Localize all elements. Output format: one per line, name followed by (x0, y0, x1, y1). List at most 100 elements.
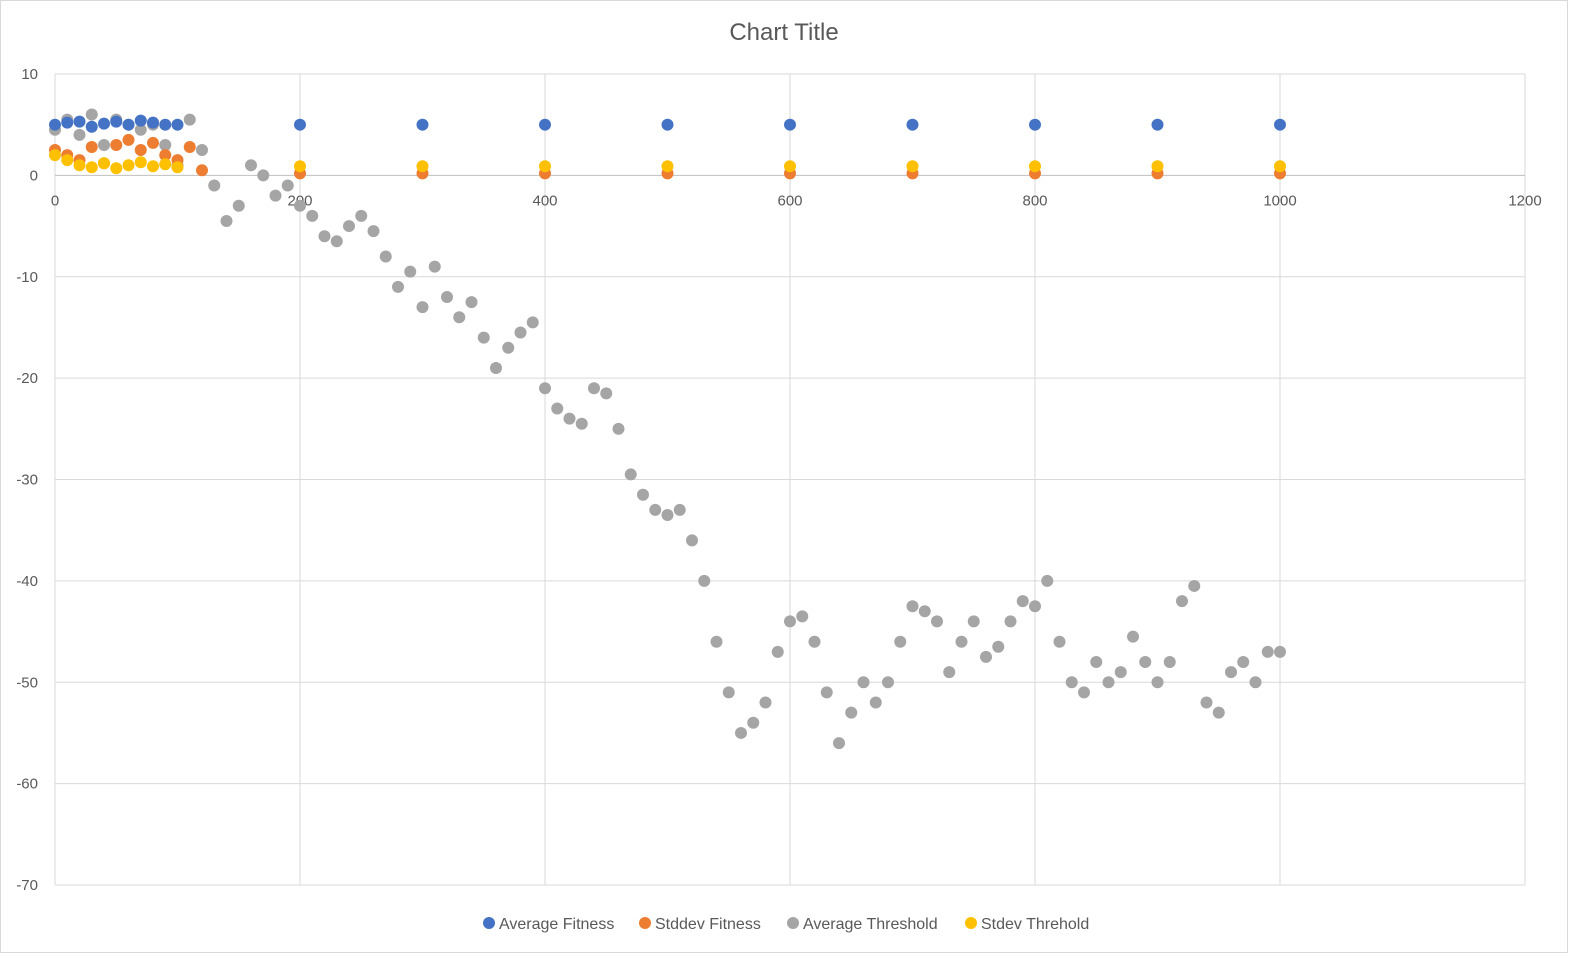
data-point (1274, 118, 1286, 131)
legend: Average Fitness Stddev Fitness Average Thr… (483, 916, 1089, 933)
data-point (490, 361, 502, 374)
data-point (661, 508, 674, 521)
data-points (49, 108, 1286, 750)
data-point (122, 133, 135, 146)
x-tick-label: 1200 (1508, 192, 1541, 209)
data-point (1163, 655, 1176, 668)
data-point (624, 468, 637, 481)
data-point (857, 676, 870, 689)
y-tick-label: 10 (21, 66, 38, 83)
data-point (710, 635, 723, 648)
data-point (465, 296, 478, 309)
data-point (820, 686, 833, 699)
data-point (183, 140, 196, 153)
data-point (906, 160, 919, 173)
data-point (343, 220, 355, 233)
data-point (110, 162, 123, 175)
y-tick-label: -30 (16, 472, 38, 489)
data-point (784, 118, 796, 131)
data-point (1127, 630, 1139, 643)
data-point (98, 138, 110, 151)
data-point (796, 610, 809, 623)
data-point (1029, 118, 1041, 131)
data-point (784, 615, 796, 628)
data-point (1053, 635, 1066, 648)
legend-marker (639, 917, 651, 929)
data-point (73, 159, 86, 172)
data-point (110, 115, 123, 128)
legend-marker (483, 917, 495, 929)
data-point (1029, 600, 1041, 613)
data-point (808, 635, 821, 648)
data-point (134, 114, 147, 127)
data-point (147, 160, 159, 173)
data-point (367, 225, 380, 238)
data-point (318, 230, 331, 243)
series-average-fitness (49, 114, 1286, 133)
data-point (159, 149, 172, 162)
data-point (85, 108, 98, 121)
data-point (1274, 160, 1286, 173)
data-point (931, 615, 943, 628)
data-point (159, 118, 172, 131)
data-point (539, 160, 551, 173)
y-tick-label: -20 (16, 370, 38, 387)
series-average-threshold (49, 108, 1286, 750)
data-point (661, 118, 674, 131)
data-point (845, 706, 858, 719)
data-point (196, 164, 208, 177)
data-point (1225, 666, 1237, 679)
data-point (441, 291, 453, 304)
data-point (735, 726, 747, 739)
y-tick-label: -40 (16, 573, 38, 590)
data-point (833, 737, 845, 750)
data-point (1016, 595, 1029, 608)
data-point (232, 199, 245, 212)
data-point (416, 160, 429, 173)
data-point (955, 635, 968, 648)
data-point (575, 417, 588, 430)
data-point (502, 341, 515, 354)
data-point (453, 311, 466, 324)
legend-marker (787, 917, 799, 929)
data-point (98, 117, 110, 130)
data-point (894, 635, 907, 648)
data-point (61, 116, 74, 129)
data-point (1212, 706, 1225, 719)
data-point (49, 149, 61, 162)
data-point (294, 199, 306, 212)
data-point (355, 209, 368, 222)
data-point (1139, 655, 1152, 668)
data-point (171, 118, 184, 131)
data-point (1249, 676, 1262, 689)
data-point (477, 331, 490, 344)
data-point (771, 645, 784, 658)
data-point (906, 118, 919, 131)
data-point (698, 574, 711, 587)
data-point (85, 140, 98, 153)
data-point (539, 118, 551, 131)
chart-title: Chart Title (729, 19, 838, 46)
data-point (73, 128, 86, 141)
axis-tick-labels: 020040060080010001200100-10-20-30-40-50-… (16, 66, 1541, 894)
data-point (1261, 645, 1274, 658)
y-tick-label: 0 (30, 167, 38, 184)
data-point (784, 160, 796, 173)
data-point (1151, 160, 1164, 173)
data-point (147, 136, 159, 149)
data-point (514, 326, 527, 339)
data-point (1114, 666, 1127, 679)
data-point (906, 600, 919, 613)
data-point (1274, 645, 1286, 658)
data-point (269, 189, 282, 202)
legend-label: Stdev Threhold (981, 916, 1089, 933)
data-point (759, 696, 772, 709)
x-tick-label: 600 (777, 192, 802, 209)
data-point (526, 316, 539, 329)
data-point (416, 118, 429, 131)
data-point (612, 422, 625, 435)
data-point (1065, 676, 1078, 689)
data-point (722, 686, 735, 699)
